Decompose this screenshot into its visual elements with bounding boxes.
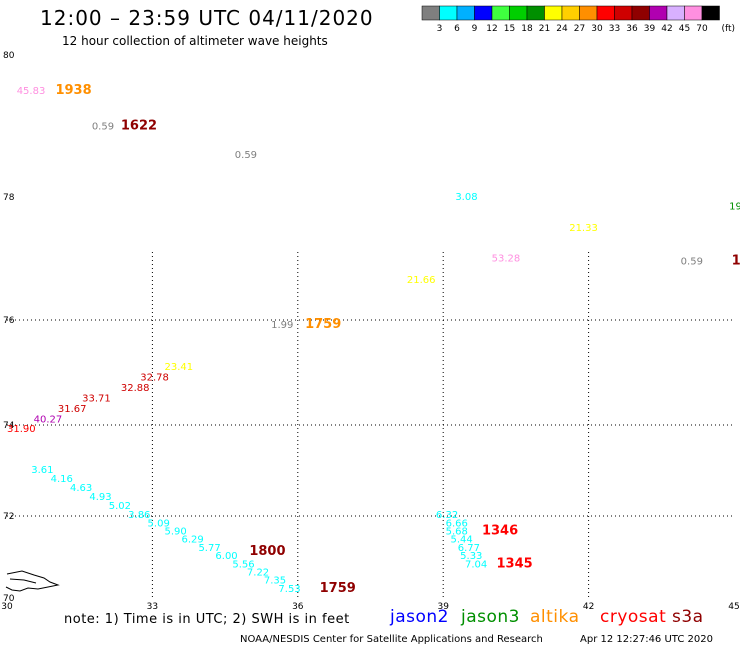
wave-height-value: 5.68 [446,526,468,537]
wave-height-value: 0.59 [235,150,257,161]
color-scale-tick: 12 [486,24,497,34]
footer-timestamp: Apr 12 12:27:46 UTC 2020 [580,634,713,645]
pass-time-label: 1759 [305,317,341,332]
color-scale-unit: (ft) [722,24,736,34]
wave-height-value: 0.59 [681,257,703,268]
wave-height-value: 53.28 [492,254,521,265]
chart-subtitle: 12 hour collection of altimeter wave hei… [62,34,328,48]
wave-height-value: 7.53 [278,584,300,595]
satellite-legend-altika: altika [530,607,580,627]
wave-height-value: 4.16 [51,474,73,485]
longitude-label: 39 [437,602,449,612]
wave-height-value: 3.08 [455,192,477,203]
longitude-label: 36 [292,602,304,612]
longitude-label: 33 [147,602,158,612]
wave-height-value: 32.88 [121,383,150,394]
color-scale-tick: 70 [696,24,708,34]
color-scale-tick: 30 [591,24,603,34]
latitude-label: 72 [3,512,14,522]
wave-height-value: 6.32 [436,510,458,521]
pass-time-label: 1800 [249,544,285,559]
wave-height-value: 4.93 [89,492,111,503]
wave-height-value: 7.35 [264,576,286,587]
wave-height-value: 33.71 [82,393,111,404]
color-scale-tick: 33 [609,24,620,34]
color-scale-tick: 9 [472,24,478,34]
satellite-legend-cryosat: cryosat [600,607,667,627]
color-scale-tick: 45 [679,24,690,34]
wave-height-value: 3.86 [128,510,150,521]
wave-height-value: 23.41 [165,362,194,373]
color-scale-tick: 39 [644,24,656,34]
wave-height-value: 32.78 [140,372,169,383]
wave-height-value: 21.33 [569,223,598,234]
pass-time-label: 1622 [121,119,157,134]
wave-height-value: 7.22 [247,567,269,578]
data-labels: 45.83 0.59 0.59 3.08 21.33 53.28 0.59 21.66 1.99… [7,83,740,596]
wave-height-value: 6.77 [458,543,480,554]
wave-height-value: 5.77 [198,543,220,554]
color-scale-tick: 18 [521,24,533,34]
wave-height-value: 3.61 [31,465,53,476]
color-scale-tick: 21 [539,24,550,34]
longitude-label: 30 [1,602,13,612]
wave-height-value: 19 [729,201,740,212]
wave-height-value: 4.63 [70,483,92,494]
color-scale-tick: 42 [661,24,672,34]
latitude-label: 78 [3,193,15,203]
satellite-legend-jason2: jason2 [390,607,449,627]
pass-time-label: 1345 [497,556,533,571]
color-swatch [701,5,720,21]
satellite-legend-s3a: s3a [672,607,704,627]
chart-title: 12:00 – 23:59 UTC 04/11/2020 [40,6,374,30]
color-scale-tick: 3 [437,24,443,34]
pass-time-label: 1 [732,254,740,269]
wave-height-value: 5.33 [460,551,482,562]
color-scale-tick: 27 [574,24,585,34]
latitude-label: 70 [3,594,15,604]
satellite-legend-jason3: jason3 [461,607,520,627]
wave-height-value: 40.27 [34,414,63,425]
wave-height-value: 1.99 [271,320,293,331]
wave-height-value: 6.00 [215,551,237,562]
pass-time-label: 1938 [55,83,91,98]
latitude-label: 80 [3,51,15,61]
wave-height-value: 31.67 [58,404,87,415]
latitude-label: 76 [3,316,15,326]
note-text: note: 1) Time is in UTC; 2) SWH is in fe… [64,612,350,627]
color-scale-tick: 24 [556,24,568,34]
pass-time-label: 1346 [482,523,518,538]
wave-height-value: 6.29 [181,535,203,546]
wave-height-value: 5.56 [232,559,254,570]
color-scale-tick: 6 [454,24,460,34]
wave-height-value: 31.90 [7,424,36,435]
wave-height-value: 21.66 [407,275,436,286]
wave-height-value: 5.09 [148,518,170,529]
pass-time-label: 1759 [320,581,356,596]
wave-height-value: 5.02 [109,501,131,512]
wave-height-value: 0.59 [92,122,114,133]
wave-height-value: 5.90 [165,526,187,537]
color-scale-legend: 3 6 9 12 15 18 21 24 27 30 33 36 39 42 45 70 (ft) [421,5,736,34]
footer-credit: NOAA/NESDIS Center for Satellite Applica… [240,634,543,645]
longitude-label: 45 [728,602,739,612]
wave-height-value: 7.04 [465,559,487,570]
color-scale-tick: 36 [626,24,638,34]
wave-height-value: 5.44 [450,535,472,546]
wave-height-value: 45.83 [17,86,46,97]
coastline [5,570,60,592]
longitude-label: 42 [583,602,594,612]
color-scale-tick: 15 [504,24,515,34]
wave-height-value: 6.66 [446,518,468,529]
latitude-label: 74 [3,421,15,431]
